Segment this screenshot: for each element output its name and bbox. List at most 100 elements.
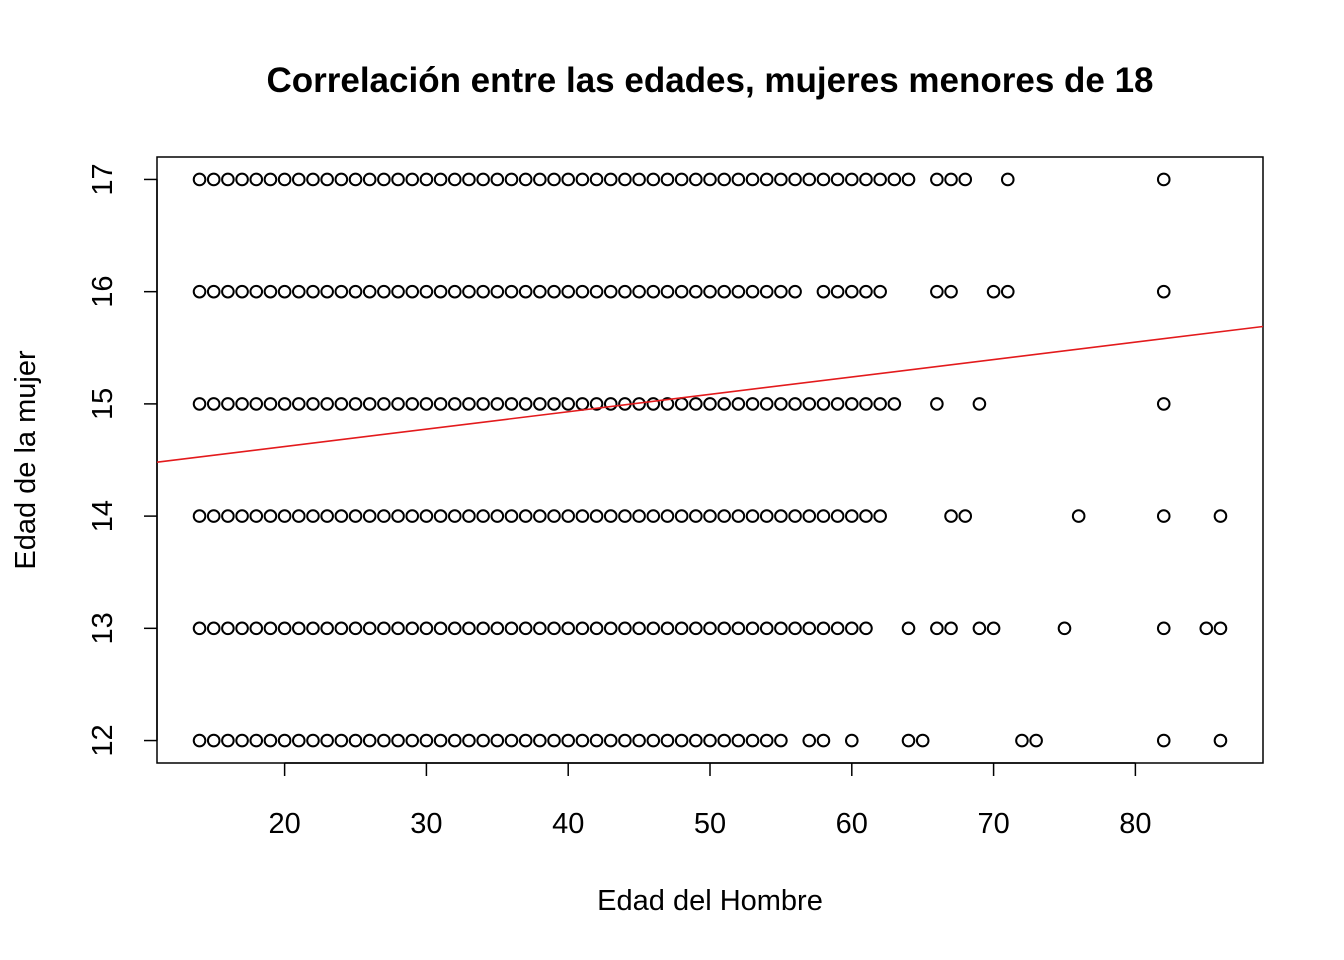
- data-point: [589, 284, 604, 299]
- data-point: [447, 172, 462, 187]
- data-points: [192, 172, 1228, 748]
- data-point: [873, 397, 887, 411]
- data-point: [206, 621, 221, 636]
- data-point: [575, 172, 590, 187]
- data-point: [972, 621, 987, 636]
- data-point: [249, 397, 264, 411]
- data-point: [1156, 397, 1171, 411]
- data-point: [703, 284, 717, 299]
- data-point: [660, 621, 675, 636]
- data-point: [334, 172, 349, 187]
- data-point: [533, 397, 547, 411]
- data-point: [476, 733, 490, 748]
- data-point: [533, 621, 547, 636]
- data-point: [192, 284, 207, 299]
- data-point: [391, 172, 405, 187]
- data-point: [589, 397, 604, 411]
- data-point: [589, 733, 604, 748]
- data-point: [476, 172, 490, 187]
- data-point: [986, 621, 1001, 636]
- data-point: [930, 284, 944, 299]
- data-point: [377, 397, 391, 411]
- data-point: [206, 509, 221, 523]
- data-point: [1156, 509, 1171, 523]
- data-point: [348, 284, 363, 299]
- data-point: [291, 509, 306, 523]
- data-point: [362, 509, 377, 523]
- y-axis: 12 13 14 15 16 17: [87, 163, 158, 757]
- data-point: [462, 172, 476, 187]
- data-point: [462, 509, 476, 523]
- data-point: [433, 397, 448, 411]
- data-point: [646, 172, 661, 187]
- data-point: [533, 284, 547, 299]
- data-point: [660, 284, 675, 299]
- data-point: [221, 621, 235, 636]
- data-point: [334, 733, 349, 748]
- data-point: [377, 733, 391, 748]
- data-point: [802, 733, 817, 748]
- data-point: [930, 172, 944, 187]
- data-point: [759, 397, 774, 411]
- data-point: [561, 284, 576, 299]
- data-point: [603, 172, 618, 187]
- data-point: [320, 621, 334, 636]
- data-point: [490, 172, 505, 187]
- data-point: [873, 509, 887, 523]
- data-point: [419, 733, 434, 748]
- y-tick-label: 15: [87, 388, 119, 420]
- x-tick-label: 70: [977, 808, 1009, 840]
- data-point: [533, 733, 547, 748]
- data-point: [235, 509, 249, 523]
- data-point: [816, 284, 831, 299]
- data-point: [277, 621, 292, 636]
- data-point: [405, 733, 420, 748]
- data-point: [745, 733, 760, 748]
- data-point: [603, 509, 618, 523]
- data-point: [873, 172, 887, 187]
- data-point: [249, 172, 264, 187]
- data-point: [249, 733, 264, 748]
- data-point: [816, 397, 831, 411]
- data-point: [561, 397, 576, 411]
- data-point: [774, 397, 788, 411]
- data-point: [844, 284, 859, 299]
- data-point: [646, 509, 661, 523]
- data-point: [745, 509, 760, 523]
- data-point: [603, 733, 618, 748]
- data-point: [221, 509, 235, 523]
- data-point: [603, 621, 618, 636]
- y-tick-label: 12: [87, 724, 119, 756]
- data-point: [944, 172, 958, 187]
- data-point: [277, 397, 292, 411]
- data-point: [844, 172, 859, 187]
- data-point: [703, 172, 717, 187]
- data-point: [830, 509, 845, 523]
- data-point: [958, 509, 973, 523]
- data-point: [277, 172, 292, 187]
- data-point: [759, 733, 774, 748]
- data-point: [689, 733, 703, 748]
- data-point: [944, 284, 958, 299]
- data-point: [901, 733, 916, 748]
- data-point: [405, 397, 420, 411]
- data-point: [504, 509, 519, 523]
- chart-title: Correlación entre las edades, mujeres me…: [266, 61, 1153, 100]
- data-point: [788, 509, 802, 523]
- data-point: [1000, 172, 1015, 187]
- data-point: [774, 284, 788, 299]
- data-point: [618, 284, 632, 299]
- data-point: [263, 621, 278, 636]
- data-point: [575, 621, 590, 636]
- data-point: [930, 397, 944, 411]
- x-tick-label: 40: [552, 808, 584, 840]
- data-point: [1000, 284, 1015, 299]
- data-point: [788, 284, 802, 299]
- data-point: [377, 284, 391, 299]
- data-point: [660, 733, 675, 748]
- data-point: [490, 733, 505, 748]
- data-point: [1015, 733, 1029, 748]
- x-tick-label: 80: [1119, 808, 1151, 840]
- data-point: [377, 509, 391, 523]
